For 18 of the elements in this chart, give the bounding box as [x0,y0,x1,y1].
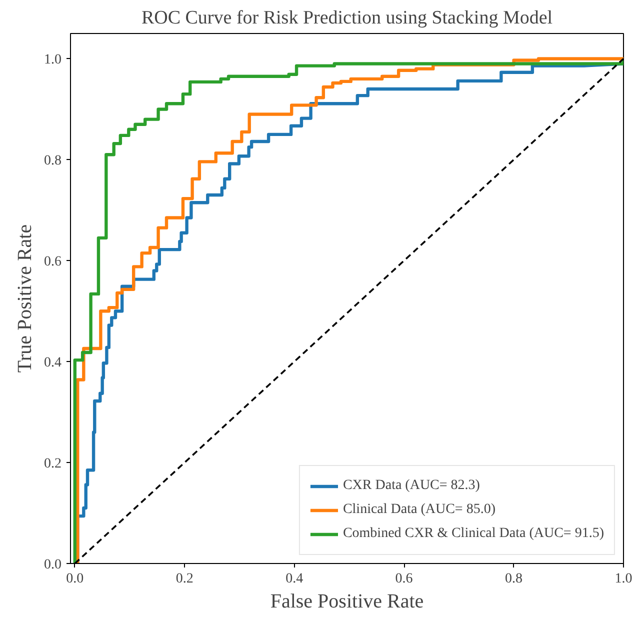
x-tick-label: 0.2 [176,572,194,586]
chart-title: ROC Curve for Risk Prediction using Stacking Model [141,8,553,28]
legend-label: CXR Data (AUC= 82.3) [342,478,480,494]
x-tick-label: 0.4 [286,572,304,586]
y-tick-label: 0.2 [44,456,62,472]
x-tick-label: 0.6 [395,572,413,586]
x-axis-title: False Positive Rate [270,590,424,612]
x-tick-label: 0.0 [66,572,84,586]
y-tick-label: 1.0 [44,52,62,68]
y-axis-title: True Positive Rate [14,224,36,373]
legend-label: Combined CXR & Clinical Data (AUC= 91.5) [342,526,604,542]
y-tick-label: 0.6 [44,254,62,270]
x-tick-label: 0.8 [505,572,523,586]
y-tick-label: 0.0 [44,558,62,572]
y-tick-label: 0.4 [44,356,62,371]
x-tick-label: 1.0 [614,572,632,586]
legend-label: Clinical Data (AUC= 85.0) [342,502,496,518]
y-tick-label: 0.8 [44,154,62,169]
